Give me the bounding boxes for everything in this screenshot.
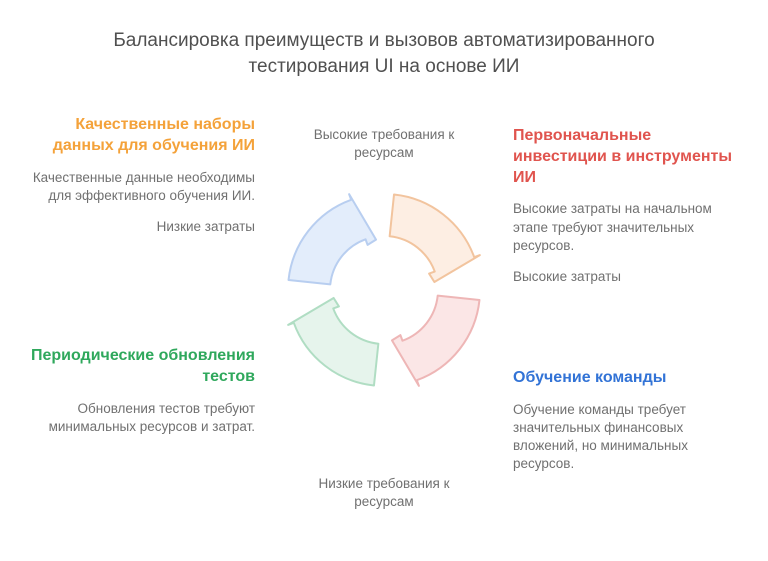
axis-label-bottom: Низкие требования к ресурсам — [294, 475, 474, 510]
quadrant-desc: Качественные данные необходимы для эффек… — [30, 169, 255, 205]
page-title: Балансировка преимуществ и вызовов автом… — [0, 28, 768, 79]
quadrant-cost: Высокие затраты — [513, 269, 738, 284]
quadrant-title: Обучение команды — [513, 368, 738, 389]
axis-label-top: Высокие требования к ресурсам — [294, 126, 474, 161]
cycle-arrow-se — [392, 296, 479, 386]
cycle-arrow-ne — [390, 195, 480, 282]
quadrant-desc: Обучение команды требует значительных фи… — [513, 401, 738, 474]
quadrant-desc: Обновления тестов требуют минимальных ре… — [30, 400, 255, 436]
quadrant-top-left: Качественные наборы данных для обучения … — [30, 115, 255, 234]
quadrant-title: Периодические обновления тестов — [30, 346, 255, 388]
infographic-root: Балансировка преимуществ и вызовов автом… — [0, 0, 768, 561]
quadrant-top-right: Первоначальные инвестиции в инструменты … — [513, 126, 738, 284]
quadrant-title: Качественные наборы данных для обучения … — [30, 115, 255, 157]
quadrant-desc: Высокие затраты на начальном этапе требу… — [513, 200, 738, 255]
quadrant-cost: Низкие затраты — [30, 219, 255, 234]
quadrant-bottom-left: Периодические обновления тестов Обновлен… — [30, 346, 255, 450]
cycle-arrow-sw — [288, 298, 378, 385]
quadrant-bottom-right: Обучение команды Обучение команды требуе… — [513, 368, 738, 488]
cycle-diagram — [274, 180, 494, 400]
cycle-arrow-nw — [289, 194, 376, 284]
quadrant-title: Первоначальные инвестиции в инструменты … — [513, 126, 738, 188]
